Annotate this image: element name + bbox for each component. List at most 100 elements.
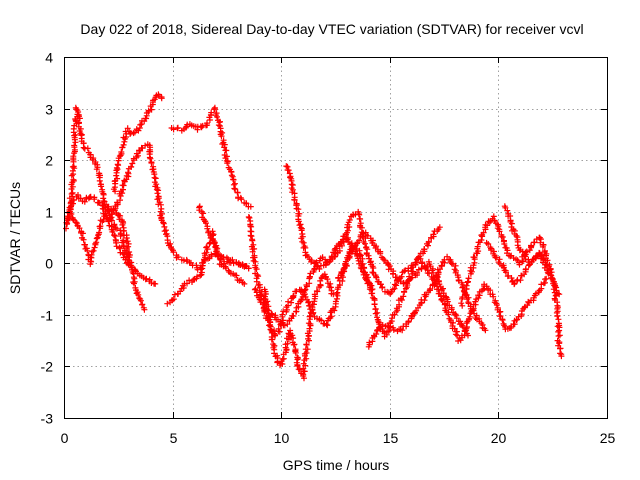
data-point xyxy=(305,320,312,327)
y-tick-label: 0 xyxy=(45,256,53,272)
data-point xyxy=(287,174,294,181)
data-point xyxy=(349,248,356,255)
data-point xyxy=(197,266,204,273)
data-point xyxy=(274,359,281,366)
data-point xyxy=(170,126,177,133)
data-point xyxy=(398,297,405,303)
data-point xyxy=(327,284,334,291)
data-point xyxy=(452,331,459,338)
data-point xyxy=(521,252,528,259)
y-tick-label: 1 xyxy=(45,205,53,221)
data-point xyxy=(290,292,297,299)
data-point xyxy=(462,327,469,334)
data-point xyxy=(124,125,131,132)
data-point xyxy=(96,223,103,230)
data-point xyxy=(390,326,397,333)
x-tick-label: 10 xyxy=(274,430,290,446)
data-point xyxy=(555,333,562,339)
series-track-e xyxy=(168,104,254,210)
data-point xyxy=(113,164,120,171)
data-point xyxy=(357,264,364,271)
data-point xyxy=(389,315,395,322)
data-point xyxy=(275,325,282,332)
data-point xyxy=(538,281,545,288)
data-point xyxy=(238,196,245,203)
data-point xyxy=(356,215,363,222)
data-point xyxy=(93,235,100,242)
data-point xyxy=(519,248,526,255)
data-point xyxy=(207,232,214,239)
data-point xyxy=(109,228,116,235)
data-point xyxy=(131,129,138,136)
data-point xyxy=(437,266,443,273)
data-point xyxy=(70,153,77,160)
data-point xyxy=(128,163,135,170)
data-point xyxy=(543,275,550,282)
data-point xyxy=(249,237,256,244)
data-point xyxy=(465,332,471,339)
data-point xyxy=(430,231,437,238)
data-point xyxy=(114,175,121,182)
data-point xyxy=(427,285,434,292)
data-point xyxy=(208,109,215,116)
data-point xyxy=(285,298,292,305)
data-point xyxy=(69,189,76,196)
data-point xyxy=(125,169,131,176)
series-track-p xyxy=(501,203,552,277)
data-point xyxy=(414,270,421,276)
data-point xyxy=(199,262,206,269)
data-point xyxy=(212,106,218,113)
data-point xyxy=(363,244,369,251)
data-point xyxy=(113,225,120,232)
data-point xyxy=(247,203,254,210)
data-point xyxy=(305,335,311,342)
data-point xyxy=(290,313,297,319)
data-point xyxy=(170,296,177,303)
data-point xyxy=(460,324,467,331)
data-point xyxy=(445,311,452,318)
data-point xyxy=(499,316,506,323)
data-point xyxy=(95,232,101,239)
data-point xyxy=(145,107,152,114)
data-point xyxy=(124,238,131,245)
data-point xyxy=(363,276,369,283)
data-point xyxy=(279,311,286,318)
data-point xyxy=(292,349,299,356)
data-point xyxy=(203,243,210,250)
data-point xyxy=(307,270,314,277)
data-point xyxy=(194,126,201,133)
data-point xyxy=(98,183,105,190)
data-point xyxy=(182,124,189,131)
data-point xyxy=(84,247,91,254)
data-point xyxy=(294,356,301,363)
data-point xyxy=(246,214,253,221)
data-point xyxy=(168,246,175,252)
data-point xyxy=(131,280,137,287)
data-point xyxy=(436,224,443,231)
data-point xyxy=(515,313,522,320)
data-point xyxy=(313,288,320,294)
series-track-m xyxy=(365,253,489,350)
data-point xyxy=(137,121,144,128)
data-point xyxy=(425,238,432,245)
data-point xyxy=(272,332,279,338)
data-point xyxy=(328,313,335,320)
data-point xyxy=(458,300,465,307)
y-tick-label: -3 xyxy=(41,411,54,427)
data-point xyxy=(135,291,142,298)
data-point xyxy=(232,186,239,193)
series-track-q xyxy=(63,192,131,267)
data-point xyxy=(400,293,407,300)
data-point xyxy=(531,239,538,246)
data-point xyxy=(303,350,310,356)
data-point xyxy=(203,244,210,251)
data-point xyxy=(553,287,560,294)
data-point xyxy=(147,155,154,162)
data-point xyxy=(297,224,304,231)
data-point xyxy=(231,185,238,192)
data-point xyxy=(466,313,473,320)
data-point xyxy=(247,223,254,229)
data-point xyxy=(129,160,136,167)
data-point xyxy=(306,303,313,309)
